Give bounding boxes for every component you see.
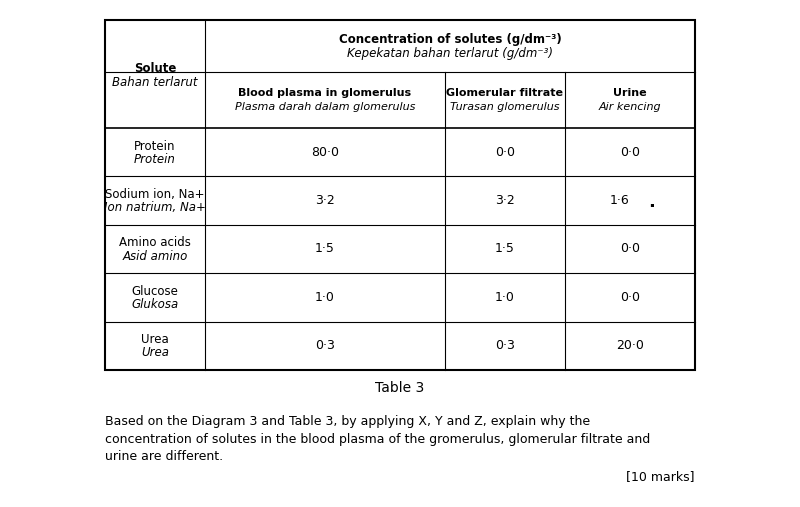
Bar [105, 20, 695, 370]
Text: 1·5: 1·5 [495, 242, 515, 256]
Text: Bahan terlarut: Bahan terlarut [112, 76, 198, 89]
Text: 0·3: 0·3 [315, 339, 335, 352]
Text: Solute: Solute [134, 62, 176, 76]
Text: Urea: Urea [141, 346, 169, 359]
Text: Protein: Protein [134, 140, 176, 153]
Text: urine are different.: urine are different. [105, 450, 223, 462]
Text: Urea: Urea [141, 333, 169, 346]
Text: Plasma darah dalam glomerulus: Plasma darah dalam glomerulus [235, 102, 415, 112]
Text: 1·6: 1·6 [610, 194, 630, 207]
Text: Protein: Protein [134, 153, 176, 166]
Text: Concentration of solutes (g/dm⁻³): Concentration of solutes (g/dm⁻³) [338, 32, 562, 46]
Text: Glukosa: Glukosa [131, 298, 178, 311]
Text: 3·2: 3·2 [315, 194, 335, 207]
Text: Blood plasma in glomerulus: Blood plasma in glomerulus [238, 88, 411, 98]
Text: Amino acids: Amino acids [119, 236, 191, 249]
Text: 0·0: 0·0 [620, 291, 640, 304]
Text: 0·0: 0·0 [495, 146, 515, 159]
Text: [10 marks]: [10 marks] [626, 470, 695, 484]
Text: Glomerular filtrate: Glomerular filtrate [446, 88, 563, 98]
Text: 3·2: 3·2 [495, 194, 515, 207]
Text: Based on the Diagram 3 and Table 3, by applying X, Y and Z, explain why the: Based on the Diagram 3 and Table 3, by a… [105, 416, 590, 428]
Text: Sodium ion, Na+: Sodium ion, Na+ [106, 188, 205, 201]
Text: 0·0: 0·0 [620, 146, 640, 159]
Text: 80·0: 80·0 [311, 146, 339, 159]
Text: 20·0: 20·0 [616, 339, 644, 352]
Text: Asid amino: Asid amino [122, 249, 188, 263]
Text: 1·5: 1·5 [315, 242, 335, 256]
Text: 0·0: 0·0 [620, 242, 640, 256]
Text: Glucose: Glucose [131, 285, 178, 298]
Text: Kepekatan bahan terlarut (g/dm⁻³): Kepekatan bahan terlarut (g/dm⁻³) [347, 47, 553, 59]
Text: 0·3: 0·3 [495, 339, 515, 352]
Text: .: . [649, 193, 655, 210]
Text: Table 3: Table 3 [375, 381, 425, 395]
Text: 1·0: 1·0 [315, 291, 335, 304]
Text: Turasan glomerulus: Turasan glomerulus [450, 102, 560, 112]
Text: concentration of solutes in the blood plasma of the gromerulus, glomerular filtr: concentration of solutes in the blood pl… [105, 432, 650, 446]
Text: Ion natrium, Na+: Ion natrium, Na+ [104, 201, 206, 214]
Text: 1·0: 1·0 [495, 291, 515, 304]
Text: Air kencing: Air kencing [598, 102, 662, 112]
Text: Urine: Urine [613, 88, 647, 98]
